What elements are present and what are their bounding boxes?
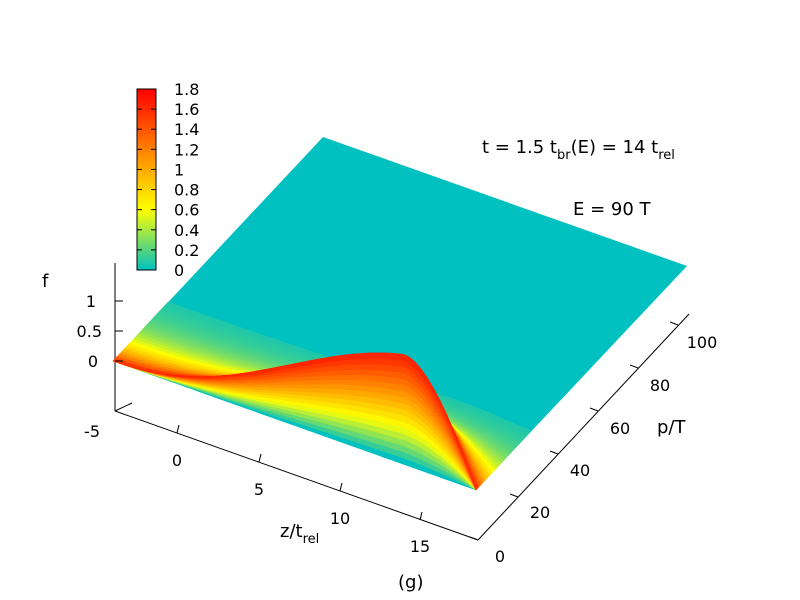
tick-marks <box>115 300 679 541</box>
z-tick-label: 0.5 <box>77 322 102 341</box>
y-tick-label: 60 <box>610 419 630 438</box>
colorbar-gradient <box>136 88 157 271</box>
annotation-part: t = 1.5 t <box>482 137 557 158</box>
x-axis-label-sub: rel <box>303 532 320 547</box>
colorbar-ticks <box>137 88 156 271</box>
y-tick-label: 100 <box>687 333 718 352</box>
y-tick <box>669 321 679 326</box>
colorbar-label: 1.8 <box>174 80 199 99</box>
axes-frame <box>114 263 690 541</box>
time-annotation: t = 1.5 tbr(E) = 14 trel <box>482 137 675 163</box>
y-tick <box>629 364 639 369</box>
z-tick-label: -5 <box>84 422 100 441</box>
annotation-part: br <box>557 148 571 163</box>
x-tick-label: 5 <box>254 480 264 499</box>
x-tick-label: 0 <box>172 451 182 470</box>
x-tick <box>258 453 262 463</box>
colorbar-label: 1.4 <box>174 120 199 139</box>
z-tick-labels: -5 0 0.5 1 <box>77 292 102 441</box>
y-tick <box>589 407 599 412</box>
colorbar-label: 1.2 <box>174 140 199 159</box>
z-tick-label: 1 <box>86 292 96 311</box>
y-tick <box>509 493 519 498</box>
colorbar-label: 0 <box>174 261 184 280</box>
surface-front-band <box>112 352 477 491</box>
x-axis-label-main: z/t <box>280 521 303 542</box>
x-tick <box>176 424 180 434</box>
annotation-part: rel <box>658 148 675 163</box>
y-tick-label: 0 <box>495 547 505 566</box>
x-tick-label: 10 <box>330 509 350 528</box>
y-tick-label: 20 <box>530 503 550 522</box>
colorbar: 1.81.61.41.21 0.80.60.40.20 <box>136 80 199 280</box>
colorbar-label: 0.4 <box>174 221 199 240</box>
y-tick <box>469 536 479 541</box>
colorbar-label: 1 <box>174 160 184 179</box>
x-tick <box>419 511 423 521</box>
x-axis-label: z/trel <box>280 521 319 547</box>
annotation-part: (E) = 14 t <box>571 137 659 158</box>
y-axis-label: p/T <box>657 417 686 438</box>
y-tick <box>549 450 559 455</box>
y-tick-label: 80 <box>650 376 670 395</box>
x-tick-label: 15 <box>410 537 430 556</box>
y-tick-labels: 0 20 40 60 80 100 <box>495 333 717 566</box>
colorbar-label: 0.6 <box>174 201 199 220</box>
annotation-part: E = 90 T <box>573 199 652 220</box>
z-axis-label: f <box>42 271 49 292</box>
colorbar-labels: 1.81.61.41.21 0.80.60.40.20 <box>174 80 199 280</box>
y-tick-label: 40 <box>570 461 590 480</box>
colorbar-label: 0.8 <box>174 181 199 200</box>
energy-annotation: E = 90 T <box>573 199 652 220</box>
x-tick <box>339 482 343 492</box>
surface <box>112 137 687 491</box>
colorbar-label: 0.2 <box>174 241 199 260</box>
colorbar-label: 1.6 <box>174 100 199 119</box>
z-tick-label: 0 <box>88 352 98 371</box>
figure-caption: (g) <box>398 572 423 593</box>
x-tick-labels: 0 5 10 15 <box>172 451 430 556</box>
